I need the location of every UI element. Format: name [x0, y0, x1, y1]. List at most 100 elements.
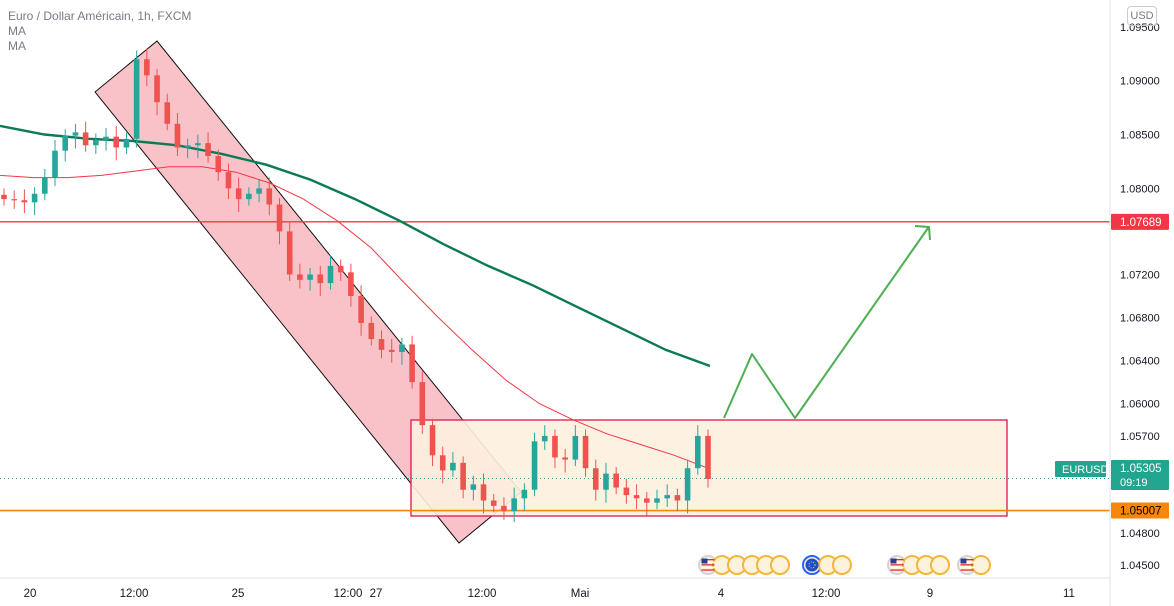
candle-body [664, 495, 670, 499]
candle-body [470, 484, 477, 490]
projection-arrowhead [914, 225, 931, 241]
candle [450, 452, 456, 477]
candle [623, 478, 630, 504]
candle [399, 337, 405, 365]
candle-body [531, 441, 538, 490]
candle-body [388, 349, 395, 352]
support-price-badge-text: 1.05007 [1120, 506, 1162, 518]
candle-body [317, 274, 324, 284]
economic-events-group[interactable] [957, 555, 991, 575]
candle-body [144, 59, 150, 76]
candle-body [337, 265, 344, 273]
time-scale: 20 12:00 25 12:00 27 12:00 Mai 4 12:00 9 11 [24, 588, 1075, 600]
time-tick-label: 12:00 [812, 588, 841, 600]
time-tick-label: 11 [1063, 588, 1075, 600]
price-tick-label: 1.07200 [1120, 269, 1160, 281]
economic-events-group[interactable] [698, 555, 790, 575]
candle [633, 484, 640, 510]
symbol-tag-bg [1055, 461, 1106, 477]
candle [266, 177, 273, 216]
candle [82, 121, 89, 152]
candle [603, 462, 609, 503]
candle-body [654, 498, 660, 503]
candle-body [215, 156, 222, 173]
economic-events-group[interactable] [802, 555, 852, 575]
eu-flag-icon [805, 558, 819, 572]
economic-events-group[interactable] [887, 555, 950, 575]
symbol-title: Euro / Dollar Américain, 1h, FXCM [8, 9, 192, 23]
candle-body [225, 172, 232, 189]
currency-button[interactable]: USD [1127, 6, 1157, 26]
candle [123, 132, 130, 154]
candle [276, 198, 283, 245]
candle [705, 429, 711, 488]
candle [480, 473, 487, 514]
candle-body [256, 188, 262, 194]
candle [654, 489, 660, 510]
candle [419, 371, 426, 434]
time-tick-label: 12:00 [468, 588, 497, 600]
time-tick-label: 25 [232, 588, 245, 600]
candle [552, 429, 558, 469]
candle-body [72, 132, 79, 136]
us-flag-icon [890, 558, 904, 571]
candle [164, 93, 171, 131]
candle [470, 475, 477, 501]
candle [388, 339, 395, 363]
candle [246, 187, 252, 206]
candle [327, 255, 334, 290]
price-tick-label: 1.04500 [1120, 560, 1160, 572]
current-price-badge: 1.05305 09:19 [1111, 460, 1169, 490]
candle [521, 483, 528, 512]
current-price-badge-countdown: 09:19 [1120, 477, 1148, 489]
us-flag-icon [960, 558, 974, 571]
candle [348, 263, 354, 307]
candle-body [276, 204, 283, 232]
candle [664, 484, 670, 507]
chart-legend: Euro / Dollar Américain, 1h, FXCM MA MA [8, 9, 191, 54]
candle [31, 187, 38, 216]
candle [490, 494, 497, 513]
candle-body [480, 484, 487, 501]
price-tick-label: 1.09000 [1120, 76, 1160, 88]
candle [174, 113, 181, 157]
candle [613, 467, 619, 495]
candle-body [501, 505, 507, 512]
candle [674, 488, 681, 512]
candle-body [674, 495, 681, 501]
candle-body [348, 272, 354, 296]
price-tick-label: 1.06400 [1120, 356, 1160, 368]
candle [317, 265, 324, 296]
candle [11, 190, 18, 209]
indicator-ma-2-label[interactable]: MA [8, 39, 26, 53]
candle [297, 263, 303, 289]
event-icon [832, 555, 852, 575]
candle-body [613, 473, 619, 488]
candle-body [133, 59, 140, 139]
candle-body [623, 487, 630, 496]
candle-body [541, 435, 548, 442]
candle-body [552, 435, 558, 458]
price-tick-label: 1.08500 [1120, 130, 1160, 142]
candle [225, 163, 232, 200]
candle-body [490, 500, 497, 506]
price-tick-label: 1.05700 [1120, 431, 1160, 443]
candle [643, 491, 650, 516]
indicator-ma-1-label[interactable]: MA [8, 24, 26, 38]
candle-body [113, 136, 120, 148]
candle-body [592, 468, 599, 490]
support-price-badge-bg [1111, 502, 1169, 519]
target-price-badge-text: 1.07689 [1120, 217, 1162, 229]
current-price-badge-bg [1111, 460, 1169, 490]
time-tick-label: 9 [927, 588, 933, 600]
candle [184, 138, 191, 159]
candle-body [21, 200, 28, 203]
time-tick-label: 20 [24, 588, 37, 600]
candle [235, 177, 242, 213]
candle [429, 418, 436, 467]
candle-body [103, 136, 109, 140]
candle-body [123, 138, 130, 148]
candle-body [235, 188, 242, 200]
candle-body [439, 455, 446, 471]
